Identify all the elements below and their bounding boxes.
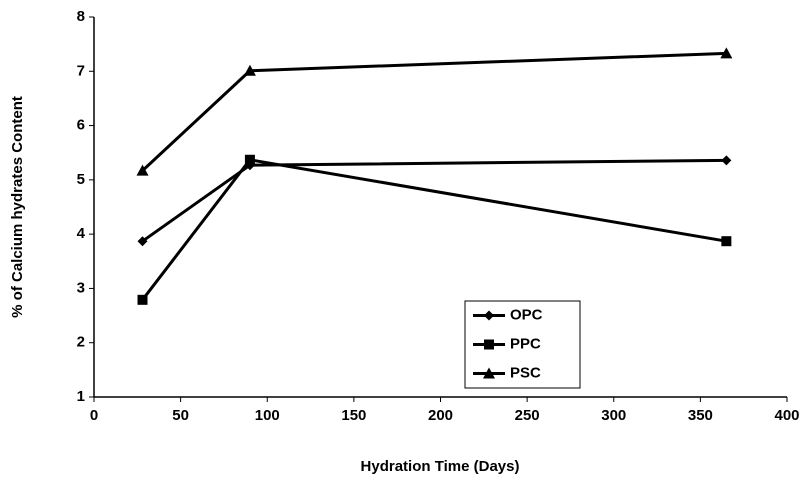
marker: [721, 236, 732, 247]
y-tick-label: 1: [77, 388, 85, 405]
marker: [243, 64, 256, 76]
x-tick-label: 300: [601, 407, 626, 424]
legend-marker: [484, 339, 494, 350]
marker: [721, 155, 732, 166]
marker: [720, 47, 733, 59]
y-tick-label: 4: [77, 225, 86, 242]
legend-label: PPC: [510, 335, 541, 352]
y-tick-label: 8: [77, 8, 85, 25]
x-tick-label: 100: [255, 407, 280, 424]
x-axis-label: Hydration Time (Days): [361, 458, 520, 475]
x-tick-label: 50: [172, 407, 189, 424]
legend-marker: [484, 310, 494, 321]
y-axis-label: % of Calcium hydrates Content: [9, 96, 26, 318]
y-tick-label: 3: [77, 279, 85, 296]
x-tick-label: 250: [515, 407, 540, 424]
marker: [137, 294, 148, 305]
x-tick-label: 150: [341, 407, 366, 424]
series-line: [141, 51, 727, 172]
y-tick-label: 7: [77, 62, 85, 79]
x-tick-label: 0: [90, 407, 98, 424]
x-tick-label: 350: [688, 407, 713, 424]
y-tick-label: 2: [77, 334, 85, 351]
marker: [244, 154, 255, 165]
y-tick-label: 5: [77, 171, 85, 188]
marker: [137, 236, 148, 247]
series-line: [141, 158, 727, 243]
legend-label: OPC: [510, 306, 543, 323]
legend-marker: [483, 367, 495, 379]
y-tick-label: 6: [77, 117, 85, 134]
legend-label: PSC: [510, 364, 541, 381]
x-tick-label: 200: [428, 407, 453, 424]
marker: [136, 164, 149, 176]
x-tick-label: 400: [774, 407, 799, 424]
